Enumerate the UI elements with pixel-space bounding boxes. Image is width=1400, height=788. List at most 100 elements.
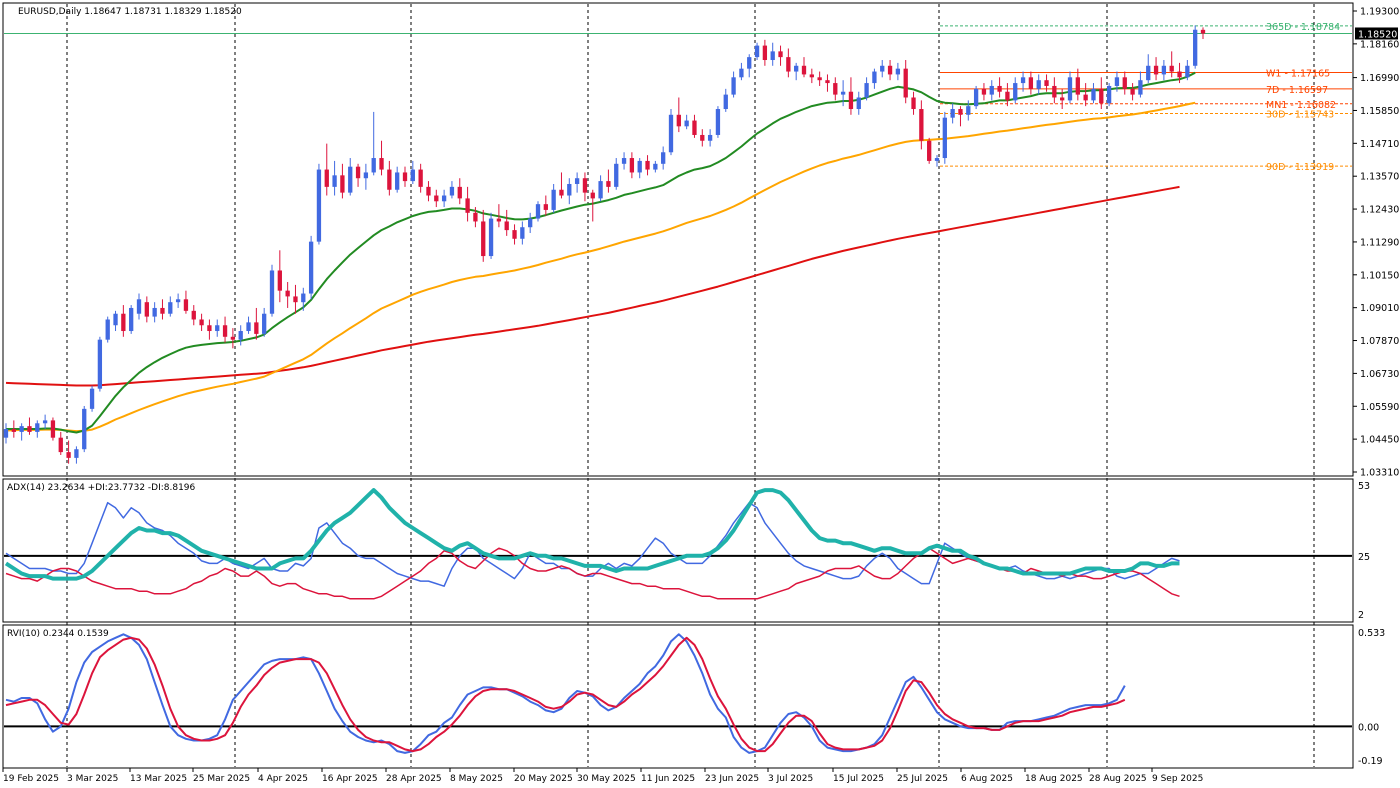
candle-body: [395, 172, 400, 190]
candle-body: [50, 420, 56, 438]
candle-body: [129, 307, 134, 332]
main-panel-frame[interactable]: [2, 2, 1354, 477]
x-tick-label: 19 Feb 2025: [3, 774, 59, 784]
candle-body: [1138, 80, 1143, 95]
level-label: W1 - 1.17165: [1266, 69, 1330, 80]
candle-body: [426, 186, 431, 196]
date-separators: [4, 4, 1352, 767]
y-tick-label: 1.18160: [1360, 39, 1399, 50]
candle-body: [504, 221, 509, 231]
adx-tick-label: 53: [1358, 481, 1370, 492]
candle-body: [950, 109, 955, 118]
candle-body: [121, 313, 126, 332]
candle-body: [363, 172, 369, 179]
candle-body: [966, 106, 971, 115]
candle-body: [786, 57, 791, 72]
candle-body: [168, 302, 173, 314]
candle-body: [215, 325, 220, 332]
candle-body: [324, 169, 329, 187]
candle-body: [700, 134, 705, 141]
candle-body: [66, 452, 71, 458]
adx-line: [4, 488, 1180, 581]
candle-body: [3, 429, 9, 438]
x-tick-label: 18 Aug 2025: [1025, 774, 1083, 784]
candle-body: [1036, 80, 1041, 89]
candle-body: [1075, 77, 1080, 95]
x-tick-label: 16 Apr 2025: [322, 774, 378, 784]
candle-body: [817, 77, 822, 81]
candle-body: [199, 319, 204, 326]
candle-body: [1106, 85, 1112, 104]
candle-body: [535, 204, 541, 219]
candle-body: [82, 408, 87, 450]
candle-body: [1052, 85, 1057, 98]
candle-body: [770, 51, 775, 61]
candle-body: [997, 85, 1002, 92]
current-price-label: 1.18520: [1358, 29, 1397, 40]
candle-body: [496, 218, 502, 222]
rvi-panel-frame[interactable]: [2, 624, 1354, 769]
candle-body: [911, 97, 916, 110]
candle-body: [27, 426, 32, 432]
candle-body: [285, 290, 290, 297]
candle-body: [348, 166, 353, 193]
candle-body: [551, 189, 556, 210]
ma-orange-line: [5, 101, 1196, 433]
adx-tick-label: 2: [1358, 610, 1364, 621]
candle-body: [574, 178, 580, 184]
candle-body: [42, 420, 48, 424]
candle-body: [840, 91, 846, 95]
candle-body: [825, 80, 830, 84]
candle-body: [1153, 65, 1159, 75]
candle-body: [1169, 65, 1174, 72]
candle-body: [1005, 91, 1010, 101]
candle-body: [1185, 65, 1190, 78]
candle-body: [1161, 65, 1167, 75]
candle-body: [973, 88, 979, 107]
main-panel-header: EURUSD,Daily 1.18647 1.18731 1.18329 1.1…: [18, 7, 242, 17]
candle-body: [895, 68, 901, 75]
candle-body: [293, 296, 298, 303]
candle-body: [160, 307, 165, 314]
candle-body: [903, 68, 908, 98]
candle-body: [1020, 77, 1026, 84]
y-tick-label: 1.06730: [1360, 369, 1399, 380]
candle-body: [528, 218, 533, 228]
y-tick-label: 1.10150: [1360, 270, 1399, 281]
candle-body: [512, 230, 517, 239]
rvi-tick-label: 0.533: [1358, 628, 1385, 639]
time-axis: 19 Feb 2025 3 Mar 2025 13 Mar 2025 25 Mar 2…: [2, 768, 1203, 784]
candle-body: [1091, 88, 1096, 101]
candle-body: [222, 325, 228, 337]
candle-body: [89, 388, 95, 409]
y-tick-label: 1.12430: [1360, 205, 1399, 216]
level-label: 30D - 1.15743: [1266, 110, 1334, 121]
candle-body: [1114, 77, 1120, 86]
moving-averages: [5, 71, 1196, 434]
candle-body: [606, 181, 611, 187]
candle-body: [308, 241, 314, 294]
y-tick-label: 1.05590: [1360, 402, 1399, 413]
candle-body: [661, 152, 666, 164]
candle-body: [934, 158, 940, 161]
x-tick-label: 3 Mar 2025: [67, 774, 118, 784]
x-tick-label: 9 Sep 2025: [1152, 774, 1203, 784]
candle-body: [136, 299, 142, 314]
candle-body: [340, 175, 345, 193]
x-tick-label: 20 May 2025: [514, 774, 573, 784]
candle-body: [58, 437, 63, 453]
x-tick-label: 15 Jul 2025: [833, 774, 884, 784]
candle-body: [473, 212, 478, 222]
candle-body: [1099, 88, 1104, 104]
candle-body: [645, 160, 650, 170]
candle-body: [567, 183, 572, 196]
candle-body: [684, 120, 689, 127]
adx-panel-frame[interactable]: [2, 478, 1354, 623]
candle-body: [441, 195, 447, 202]
candle-body: [692, 120, 697, 135]
candle-body: [262, 313, 267, 334]
price-levels: 365D - 1.18784 W1 - 1.17165 7D - 1.16597 MN…: [940, 22, 1352, 173]
y-tick-label: 1.15850: [1360, 106, 1399, 117]
candle-body: [1067, 77, 1073, 101]
